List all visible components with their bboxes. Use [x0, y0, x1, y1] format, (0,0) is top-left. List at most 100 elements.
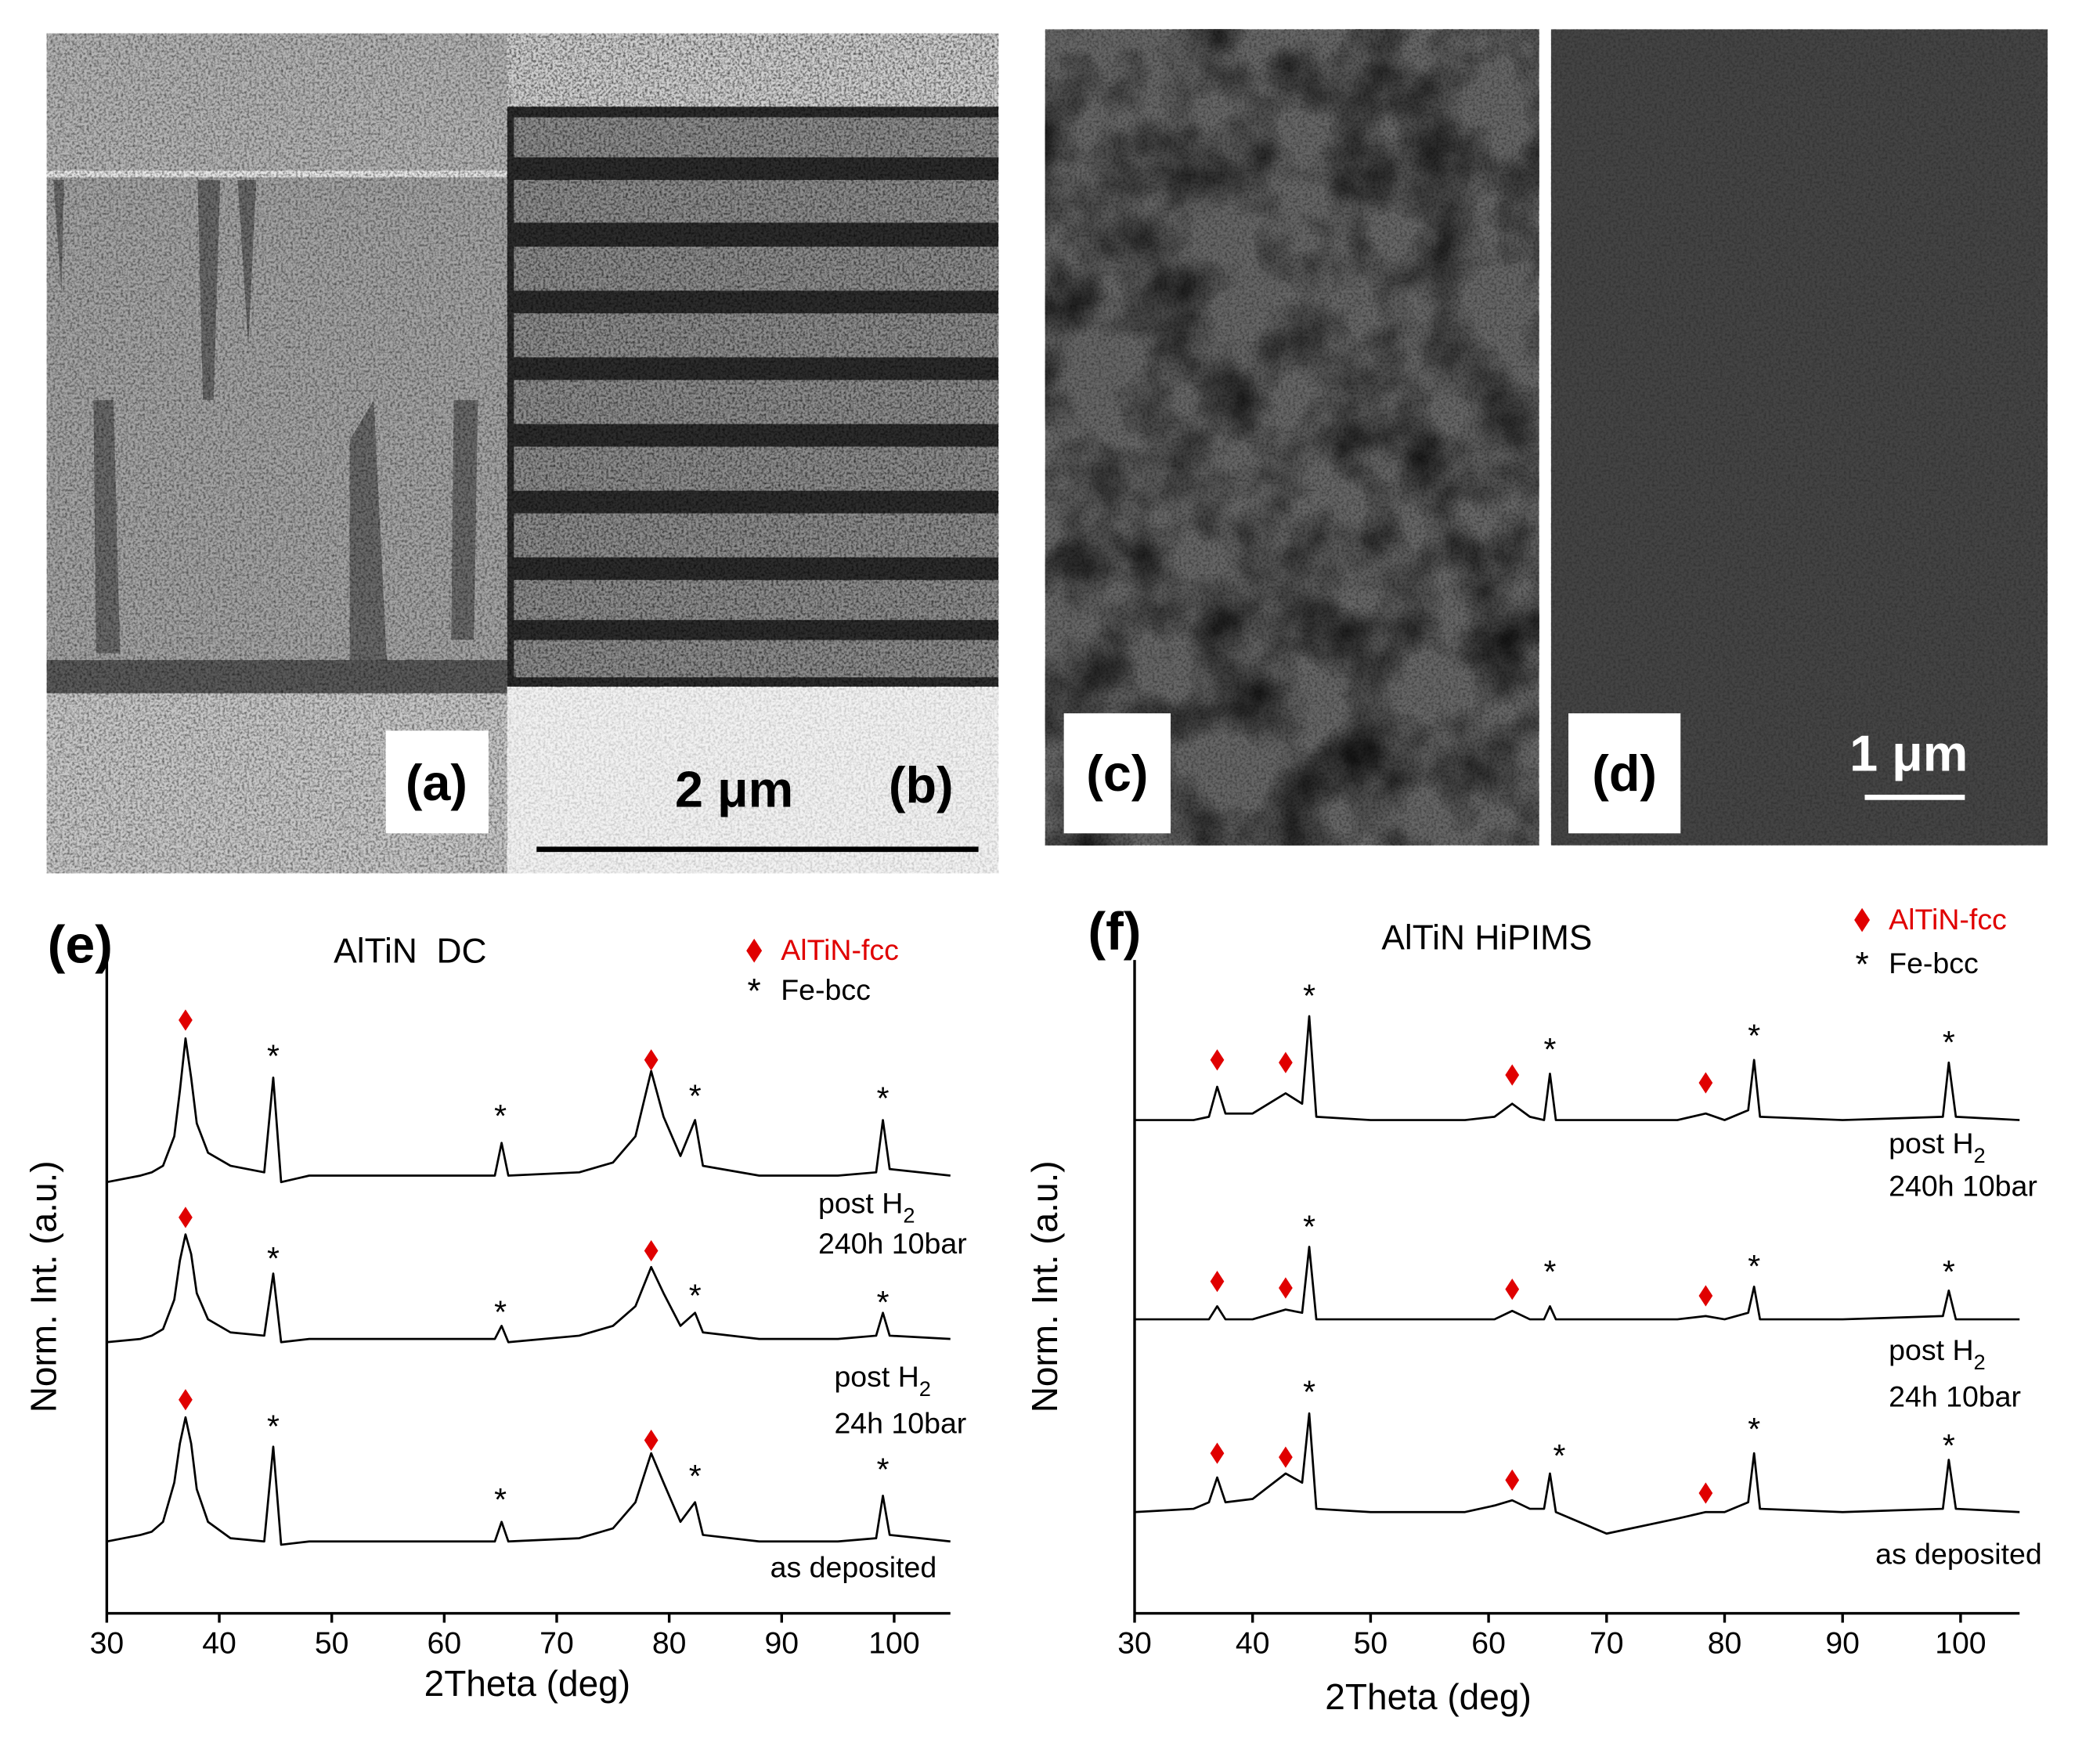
scale-bar-label: 1 μm: [1849, 724, 1968, 781]
micrograph-d: (d) 1 μm: [1550, 29, 2048, 846]
x-tick-label: 80: [652, 1627, 687, 1661]
peak-marker: [1279, 1446, 1293, 1468]
series-label: post H2: [1889, 1127, 1986, 1167]
peak-marker: [1279, 1052, 1293, 1073]
peak-marker: [1210, 1049, 1225, 1071]
scale-bar-label: 2 μm: [675, 760, 793, 817]
legend-label: Fe-bcc: [781, 973, 871, 1006]
xrd-trace: [106, 1233, 951, 1344]
peak-marker: *: [1554, 1438, 1566, 1474]
chart-title: AlTiN HiPIMS: [1381, 919, 1592, 958]
series-label-text: post H: [834, 1360, 918, 1393]
series-label: 24h 10bar: [834, 1407, 966, 1440]
peak-marker: *: [689, 1458, 702, 1494]
peak-marker: *: [1544, 1031, 1557, 1067]
x-tick-label: 70: [539, 1627, 574, 1661]
peak-marker: *: [689, 1278, 702, 1314]
series-label-text: post H: [1889, 1127, 1973, 1160]
xrd-trace: [106, 1416, 951, 1546]
peak-marker: *: [1303, 1208, 1315, 1244]
xrd-trace: [1134, 1412, 2020, 1535]
x-tick-label: 40: [202, 1627, 236, 1661]
series-label-text: post H: [818, 1187, 903, 1220]
series-label: 24h 10bar: [1889, 1380, 2021, 1413]
panel-label: (e): [48, 915, 113, 975]
peak-marker: *: [689, 1077, 702, 1113]
peak-marker: *: [1303, 1373, 1315, 1409]
x-tick-label: 100: [1935, 1627, 1986, 1661]
xrd-trace: [106, 1037, 951, 1184]
peak-marker: *: [494, 1481, 507, 1517]
x-tick-label: 30: [90, 1627, 124, 1661]
peak-marker: [1210, 1271, 1225, 1293]
y-axis-label: Norm. Int. (a.u.): [23, 1160, 64, 1412]
x-tick-label: 60: [1471, 1627, 1506, 1661]
xrd-trace: [1135, 1015, 2020, 1121]
peak-marker: [1505, 1064, 1520, 1086]
series-label: 240h 10bar: [818, 1227, 967, 1260]
peak-marker: *: [494, 1294, 507, 1330]
series-label-text: as deposited: [770, 1551, 937, 1584]
peak-marker: [1279, 1277, 1293, 1299]
x-tick-label: 70: [1590, 1627, 1624, 1661]
series-label: post H2: [818, 1187, 915, 1228]
peak-marker: [644, 1049, 659, 1071]
charts: (e) AlTiN DC 2Theta (deg) Norm. Int. (a.u.)…: [23, 902, 2042, 1718]
series-label-sub: 2: [903, 1203, 915, 1228]
x-axis-label: 2Theta (deg): [424, 1663, 631, 1704]
x-axis-label: 2Theta (deg): [1325, 1676, 1532, 1717]
series-label-text: as deposited: [1875, 1538, 2042, 1571]
series-label: as deposited: [770, 1551, 937, 1584]
x-tick-label: 80: [1708, 1627, 1742, 1661]
legend-label: AlTiN-fcc: [781, 933, 899, 966]
peak-marker: *: [877, 1080, 890, 1116]
peak-marker: [1698, 1285, 1713, 1307]
series-label: post H2: [1889, 1333, 1986, 1374]
panel-label: (b): [889, 756, 954, 813]
peak-marker: *: [1544, 1254, 1557, 1290]
peak-marker: *: [877, 1452, 890, 1488]
panel-label: (c): [1086, 745, 1148, 802]
panel-label: (d): [1592, 745, 1657, 802]
peak-marker: *: [1943, 1427, 1955, 1463]
micrograph-b: (b) 2 μm: [507, 33, 999, 874]
x-tick-label: 90: [764, 1627, 799, 1661]
panel-label: (a): [406, 754, 467, 811]
x-tick-label: 60: [428, 1627, 462, 1661]
peak-marker: *: [494, 1098, 507, 1134]
series-label-sub: 2: [1974, 1143, 1986, 1167]
micrograph-c: (c): [1045, 29, 1539, 846]
legend-symbol: *: [1855, 946, 1868, 984]
peak-marker: [644, 1429, 659, 1452]
peak-marker: [1505, 1279, 1520, 1300]
series-label-text: post H: [1889, 1333, 1973, 1366]
peak-marker: *: [1943, 1254, 1955, 1290]
peak-marker: [1505, 1469, 1520, 1491]
x-tick-label: 100: [868, 1627, 919, 1661]
x-tick-label: 50: [315, 1627, 349, 1661]
chart-title: AlTiN DC: [334, 933, 486, 971]
legend-label: AlTiN-fcc: [1889, 903, 2007, 936]
peak-marker: *: [1748, 1018, 1760, 1054]
peak-marker: *: [877, 1284, 890, 1320]
series-label-sub: 2: [919, 1376, 931, 1401]
x-tick-label: 40: [1236, 1627, 1270, 1661]
peak-marker: [179, 1009, 193, 1031]
x-tick-label: 30: [1117, 1627, 1152, 1661]
series-label: as deposited: [1875, 1538, 2042, 1571]
panel-label: (f): [1088, 902, 1141, 961]
legend-symbol: [746, 938, 763, 963]
peak-marker: [1698, 1482, 1713, 1504]
series-label-sub: 2: [1974, 1350, 1986, 1374]
peak-marker: [1210, 1442, 1225, 1464]
x-tick-label: 90: [1825, 1627, 1860, 1661]
y-axis-label: Norm. Int. (a.u.): [1024, 1160, 1065, 1412]
x-tick-label: 50: [1354, 1627, 1388, 1661]
peak-marker: [1698, 1072, 1713, 1094]
legend-symbol: *: [748, 972, 761, 1011]
legend-symbol: [1854, 907, 1871, 933]
legend-label: Fe-bcc: [1889, 947, 1979, 979]
peak-marker: *: [1303, 978, 1315, 1014]
